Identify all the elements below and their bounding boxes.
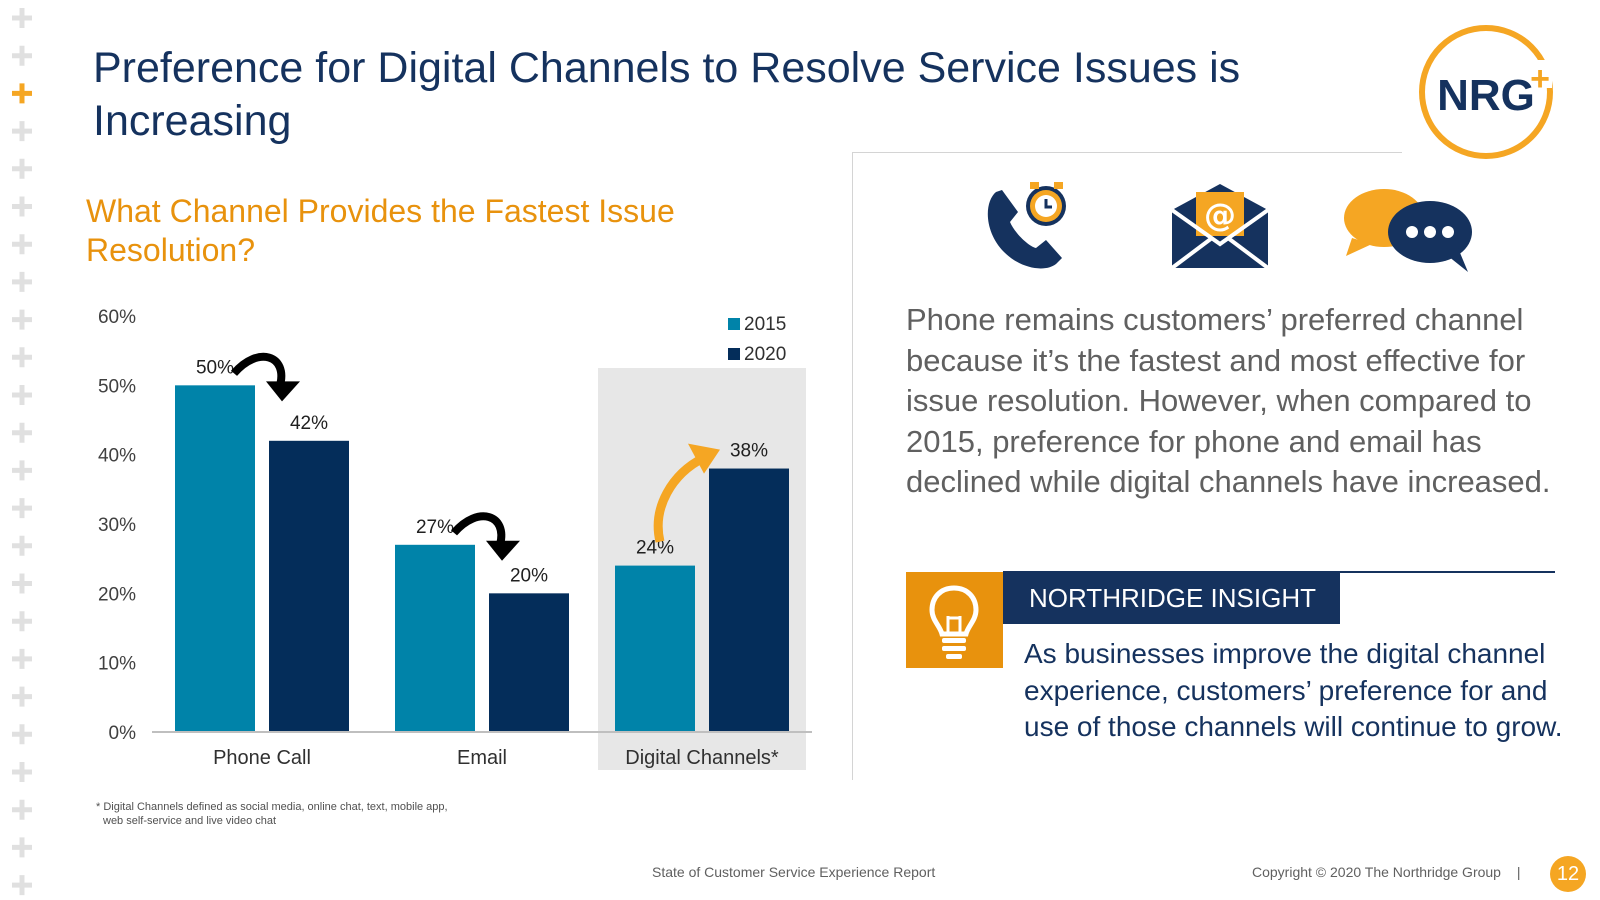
plus-mark <box>12 309 32 330</box>
plus-mark <box>12 837 32 858</box>
plus-mark <box>12 762 32 782</box>
data-label: 50% <box>196 357 234 378</box>
plus-mark <box>12 460 32 481</box>
data-label: 24% <box>636 538 674 559</box>
legend-swatch <box>728 348 740 360</box>
y-tick-label: 10% <box>98 654 136 675</box>
y-tick-label: 20% <box>98 584 136 605</box>
plus-mark <box>12 196 32 217</box>
footnote-line-1: * Digital Channels defined as social med… <box>96 801 448 813</box>
footer-report-title: State of Customer Service Experience Rep… <box>652 864 936 880</box>
y-tick-label: 50% <box>98 376 136 397</box>
trend-arrow-up-head <box>688 443 720 474</box>
data-label: 20% <box>510 565 548 586</box>
decorative-plus-column <box>12 8 32 896</box>
x-tick-label: Email <box>457 747 507 769</box>
footer-separator: | <box>1516 864 1521 880</box>
y-tick-label: 40% <box>98 446 136 467</box>
chart-footnote: * Digital Channels defined as social med… <box>96 800 516 828</box>
y-tick-label: 0% <box>109 723 137 744</box>
trend-arrow-down-head <box>486 540 520 561</box>
bar <box>269 440 349 732</box>
trend-arrow-down <box>230 352 286 387</box>
bar <box>709 468 789 732</box>
plus-mark-accent <box>12 83 32 104</box>
plus-mark <box>12 8 32 28</box>
phone-clock-icon <box>987 182 1066 269</box>
data-label: 27% <box>416 517 454 538</box>
x-tick-label: Phone Call <box>213 747 311 769</box>
panel-divider-horizontal <box>852 152 1402 153</box>
y-tick-label: 30% <box>98 515 136 536</box>
email-envelope-icon: @ <box>1170 184 1270 270</box>
plus-mark <box>12 535 32 556</box>
plus-mark <box>12 724 32 745</box>
svg-text:@: @ <box>1204 196 1236 234</box>
lightbulb-icon <box>929 585 979 659</box>
plus-mark <box>12 573 32 594</box>
trend-arrow-down-head <box>266 381 300 402</box>
footnote-line-2: web self-service and live video chat <box>103 815 277 827</box>
summary-text: Phone remains customers’ preferred chann… <box>906 302 1551 499</box>
chart-title: What Channel Provides the Fastest Issue … <box>86 193 675 268</box>
bar-chart: 0% 10% 20% 30% 40% 50% 60% 50% 42% Phone Call 27% 2… <box>98 307 812 770</box>
plus-mark <box>12 422 32 443</box>
trend-arrow-down <box>450 512 506 546</box>
plus-mark <box>12 234 32 255</box>
plus-mark <box>12 611 32 632</box>
plus-mark <box>12 498 32 519</box>
insight-label: NORTHRIDGE INSIGHT <box>1003 572 1340 624</box>
plus-mark <box>12 799 32 820</box>
insight-icon-box <box>906 572 1003 668</box>
legend-swatch <box>728 318 740 330</box>
bar <box>615 565 695 732</box>
panel-divider-vertical <box>852 152 853 780</box>
plus-mark <box>12 648 32 669</box>
chat-bubbles-icon <box>1344 189 1472 272</box>
logo-text: NRG <box>1437 71 1535 120</box>
bar <box>489 593 569 732</box>
data-label: 38% <box>730 441 768 462</box>
legend-label: 2020 <box>744 344 786 365</box>
y-tick-label: 60% <box>98 307 136 328</box>
plus-mark <box>12 347 32 368</box>
plus-mark <box>12 45 32 66</box>
plus-mark <box>12 158 32 179</box>
trend-arrow-up <box>653 453 707 543</box>
footer-copyright: Copyright © 2020 The Northridge Group | <box>1252 864 1521 880</box>
plus-mark <box>12 271 32 292</box>
logo-plus: + <box>1530 60 1550 98</box>
nrg-logo: NRG + <box>1419 25 1553 159</box>
bar <box>175 385 255 732</box>
plus-mark <box>12 686 32 707</box>
insight-text: As businesses improve the digital channe… <box>1024 638 1563 742</box>
plus-mark <box>12 875 32 896</box>
data-label: 42% <box>290 413 328 434</box>
legend-label: 2015 <box>744 314 786 335</box>
page-number: 12 <box>1550 856 1586 892</box>
slide-title: Preference for Digital Channels to Resol… <box>93 44 1241 145</box>
x-tick-label: Digital Channels* <box>625 747 779 769</box>
plus-mark <box>12 385 32 405</box>
copyright-text: Copyright © 2020 The Northridge Group <box>1252 864 1501 880</box>
plus-mark <box>12 121 32 142</box>
bar <box>395 544 475 732</box>
